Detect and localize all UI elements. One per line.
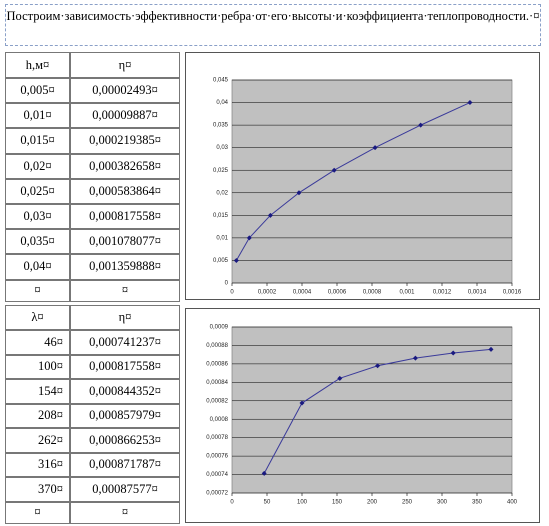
series-line: [235, 102, 471, 261]
y-tick-label: 0,02: [216, 190, 228, 196]
table-cell: 0,000817558¤: [70, 204, 180, 230]
table-cell: 0,035¤: [5, 229, 70, 255]
table-cell: 370¤: [5, 477, 70, 502]
y-tick-label: 0,025: [213, 168, 229, 174]
y-tick-label: 0,00072: [206, 491, 228, 497]
table-cell: 208¤: [5, 403, 70, 428]
x-tick-label: 300: [437, 500, 448, 506]
table-cell: 0,000844352¤: [70, 379, 180, 404]
data-point: [372, 145, 378, 151]
table-cell: 0,000382658¤: [70, 153, 180, 179]
table-cell: 0,00087577¤: [70, 477, 180, 502]
table-cell: 0,000583864¤: [70, 178, 180, 204]
table-cell: ¤: [70, 501, 180, 524]
y-tick-label: 0,015: [213, 213, 229, 219]
y-tick-label: 0,00086: [206, 361, 228, 367]
y-tick-label: 0,00088: [206, 343, 228, 349]
data-point: [467, 100, 473, 106]
data-point: [337, 375, 343, 381]
table-cell: 316¤: [5, 452, 70, 477]
x-tick-label: 0,001: [399, 290, 415, 296]
y-tick-label: 0,04: [216, 100, 228, 106]
table-cell: 46¤: [5, 330, 70, 355]
x-tick-label: 0,0014: [468, 290, 487, 296]
data-point: [233, 257, 239, 263]
x-tick-label: 100: [297, 500, 308, 506]
y-tick-label: 0,00078: [206, 435, 228, 441]
table-cell: 0,00009887¤: [70, 103, 180, 129]
y-tick-label: 0,0008: [210, 417, 229, 423]
table-cell: 0,04¤: [5, 254, 70, 280]
x-tick-label: 0,0012: [433, 290, 452, 296]
data-point: [450, 350, 456, 356]
table-cell: 0,000219385¤: [70, 128, 180, 154]
y-tick-label: 0,00084: [206, 380, 228, 386]
table-cell: 0,001078077¤: [70, 229, 180, 255]
x-tick-label: 0: [230, 500, 234, 506]
data-point: [488, 346, 494, 352]
y-tick-label: 0,045: [213, 78, 229, 84]
plot-area: [231, 79, 513, 284]
data-point: [296, 190, 302, 196]
data-point: [418, 122, 424, 128]
x-tick-label: 350: [472, 500, 483, 506]
x-tick-label: 0: [230, 290, 234, 296]
x-tick-label: 0,0004: [293, 290, 312, 296]
table-cell: 0,00002493¤: [70, 78, 180, 104]
x-tick-label: 50: [264, 500, 271, 506]
y-tick-label: 0,01: [216, 235, 228, 241]
table-cell: 154¤: [5, 379, 70, 404]
table-cell: 0,001359888¤: [70, 254, 180, 280]
table-cell: 0,000871787¤: [70, 452, 180, 477]
y-tick-label: 0,035: [213, 123, 229, 129]
table-cell: 262¤: [5, 428, 70, 453]
x-tick-label: 400: [507, 500, 518, 506]
x-tick-label: 200: [367, 500, 378, 506]
y-tick-label: 0,00076: [206, 454, 228, 460]
table-cell: 0,000866253¤: [70, 428, 180, 453]
x-tick-label: 0,0008: [363, 290, 382, 296]
data-point: [331, 167, 337, 173]
table-cell: ¤: [5, 501, 70, 524]
y-tick-label: 0,00074: [206, 472, 228, 478]
y-tick-label: 0,03: [216, 145, 228, 151]
table-cell: 0,005¤: [5, 78, 70, 104]
table-cell: 0,000857979¤: [70, 403, 180, 428]
table-cell: 0,000741237¤: [70, 330, 180, 355]
header-cell: h,м¤: [5, 52, 70, 78]
x-tick-label: 250: [402, 500, 413, 506]
data-point: [299, 400, 305, 406]
table-cell: 100¤: [5, 354, 70, 379]
data-point: [261, 470, 267, 476]
x-tick-label: 150: [332, 500, 343, 506]
table-cell: ¤: [70, 279, 180, 302]
x-tick-label: 0,0016: [503, 290, 522, 296]
table-cell: 0,01¤: [5, 103, 70, 129]
data-point: [375, 363, 381, 369]
data-point: [246, 235, 252, 241]
title: Построим·зависимость·эффективности·ребра…: [5, 4, 541, 46]
x-tick-label: 0,0002: [258, 290, 277, 296]
header-cell: λ¤: [5, 305, 70, 330]
y-tick-label: 0: [225, 281, 229, 287]
table-cell: 0,02¤: [5, 153, 70, 179]
table-cell: ¤: [5, 279, 70, 302]
data-point: [412, 355, 418, 361]
y-tick-label: 0,005: [213, 258, 229, 264]
table-cell: 0,000817558¤: [70, 354, 180, 379]
header-cell: η¤: [70, 52, 180, 78]
y-tick-label: 0,00082: [206, 398, 228, 404]
table-cell: 0,03¤: [5, 204, 70, 230]
table-cell: 0,025¤: [5, 178, 70, 204]
header-cell: η¤: [70, 305, 180, 330]
table-cell: 0,015¤: [5, 128, 70, 154]
y-tick-label: 0,0009: [210, 325, 229, 331]
plot-area: [231, 326, 513, 494]
data-point: [267, 212, 273, 218]
x-tick-label: 0,0006: [328, 290, 347, 296]
